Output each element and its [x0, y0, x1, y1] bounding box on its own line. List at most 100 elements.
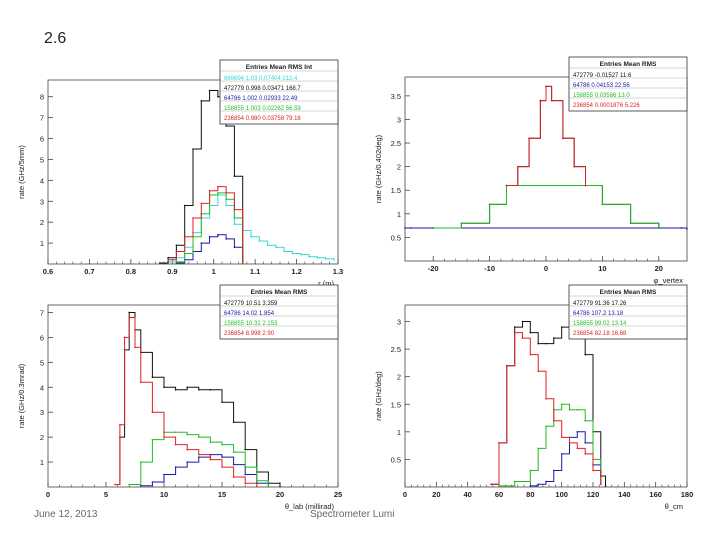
footer-date: June 12, 2013 [34, 509, 98, 520]
data-point-red [537, 370, 539, 372]
x-tick-label: 20 [432, 490, 440, 499]
plot-frame [47, 304, 339, 488]
data-point-green [225, 198, 227, 200]
x-tick-label: 1 [212, 267, 216, 276]
x-tick-label: 1.2 [291, 267, 301, 276]
data-point-blue [560, 453, 563, 455]
data-point-red [513, 331, 516, 334]
data-point-blue [553, 469, 555, 472]
y-tick-label: 2.5 [391, 139, 401, 148]
y-tick-label: 1 [397, 210, 401, 219]
x-tick-label: -20 [428, 264, 439, 273]
y-tick-label: 1 [40, 458, 44, 467]
data-point-black [545, 342, 547, 345]
series-line-red [168, 186, 244, 263]
slide-title: 2.6 [44, 30, 67, 47]
data-point-green [244, 466, 246, 468]
data-point-red [505, 184, 508, 187]
stats-row-red: 236854 0.980 0.03758 79.16 [224, 116, 301, 122]
x-axis-label: θ_lab (millirad) [285, 502, 335, 511]
series-line-black [491, 315, 606, 486]
data-point-red [183, 236, 186, 238]
data-point-green [128, 483, 130, 486]
data-point-cyan [258, 240, 261, 242]
x-tick-label: 0 [544, 264, 548, 273]
y-tick-label: 2 [397, 163, 401, 172]
series-line-red [491, 332, 602, 485]
data-point-red [241, 262, 244, 264]
data-point-black [521, 320, 524, 323]
data-point-red [151, 411, 154, 414]
x-tick-label: 60 [495, 490, 503, 499]
x-tick-label: 0.6 [43, 267, 53, 276]
data-point-blue [217, 233, 219, 236]
data-point-red [134, 346, 136, 349]
data-point-cyan [291, 252, 294, 255]
data-point-red [192, 217, 194, 219]
x-tick-label: 10 [598, 264, 606, 273]
data-point-red [553, 420, 555, 422]
data-point-cyan [275, 246, 277, 249]
data-point-cyan [299, 253, 302, 256]
data-point-red [128, 316, 130, 319]
data-point-red [244, 482, 246, 485]
stats-header: Entries Mean RMS [251, 289, 308, 296]
data-point-green [498, 485, 500, 487]
y-axis-label: rate (GHz/5mm) [18, 145, 26, 199]
stats-header: Entries Mean RMS Int [246, 64, 313, 71]
y-axis-label: rate (GHz/0.402deg) [375, 134, 383, 203]
data-point-blue [140, 484, 142, 487]
data-point-green [513, 480, 516, 483]
y-tick-label: 2 [40, 218, 44, 227]
stats-row-red: 236854 82.18 16.68 [573, 331, 627, 337]
chart-panel-theta-lab: 0 5 10 15 20 25 1 2 3 4 5 6 7 rate (GHz/0.3mrad) θ_lab… [18, 284, 342, 511]
data-point-red [490, 483, 492, 486]
x-tick-label: 5 [104, 490, 108, 499]
data-point-black [225, 125, 227, 127]
data-point-cyan [308, 255, 310, 258]
x-tick-label: 0 [403, 490, 407, 499]
series-line-green [129, 431, 269, 487]
y-tick-label: 4 [40, 176, 44, 185]
data-point-red [498, 442, 500, 444]
data-point-green [217, 192, 219, 194]
data-point-blue [174, 466, 177, 468]
y-tick-label: 3.5 [391, 92, 401, 101]
data-point-black [604, 485, 607, 487]
data-point-blue [529, 485, 532, 487]
data-point-red [576, 447, 579, 450]
data-point-green [537, 447, 539, 450]
y-tick-label: 2 [397, 373, 401, 382]
data-point-green [198, 436, 200, 438]
data-point-red [167, 259, 169, 261]
x-axis-label: θ_cm [665, 502, 683, 511]
data-point-green [209, 441, 212, 443]
data-point-black [209, 388, 212, 391]
data-point-red [208, 190, 211, 192]
stats-box [219, 59, 339, 125]
plot-frame [404, 304, 688, 488]
data-point-black [221, 401, 223, 404]
data-point-red [232, 476, 235, 478]
y-tick-label: 8 [40, 93, 44, 102]
data-point-red [517, 165, 519, 168]
x-tick-label: 80 [526, 490, 534, 499]
y-tick-label: 1 [40, 239, 44, 248]
data-point-red [521, 337, 524, 339]
x-axis-label: r (m) [318, 279, 334, 288]
data-point-black [584, 353, 586, 356]
data-point-blue [576, 431, 579, 433]
stats-row-green: 158855 0.03586 13.0 [573, 93, 630, 99]
stats-row-blue: 64786 14.02 1.854 [224, 311, 275, 317]
data-point-green [256, 479, 258, 482]
data-point-blue [233, 246, 236, 249]
y-tick-label: 2.5 [391, 345, 401, 354]
data-point-red [140, 381, 142, 384]
data-point-green [576, 408, 579, 411]
data-point-black [279, 485, 281, 488]
stats-box [568, 284, 688, 340]
data-point-cyan [283, 250, 285, 253]
stats-row-blue: 64786 107.2 13.18 [573, 311, 624, 317]
data-point-red [175, 250, 178, 253]
plot-frame [47, 79, 339, 265]
